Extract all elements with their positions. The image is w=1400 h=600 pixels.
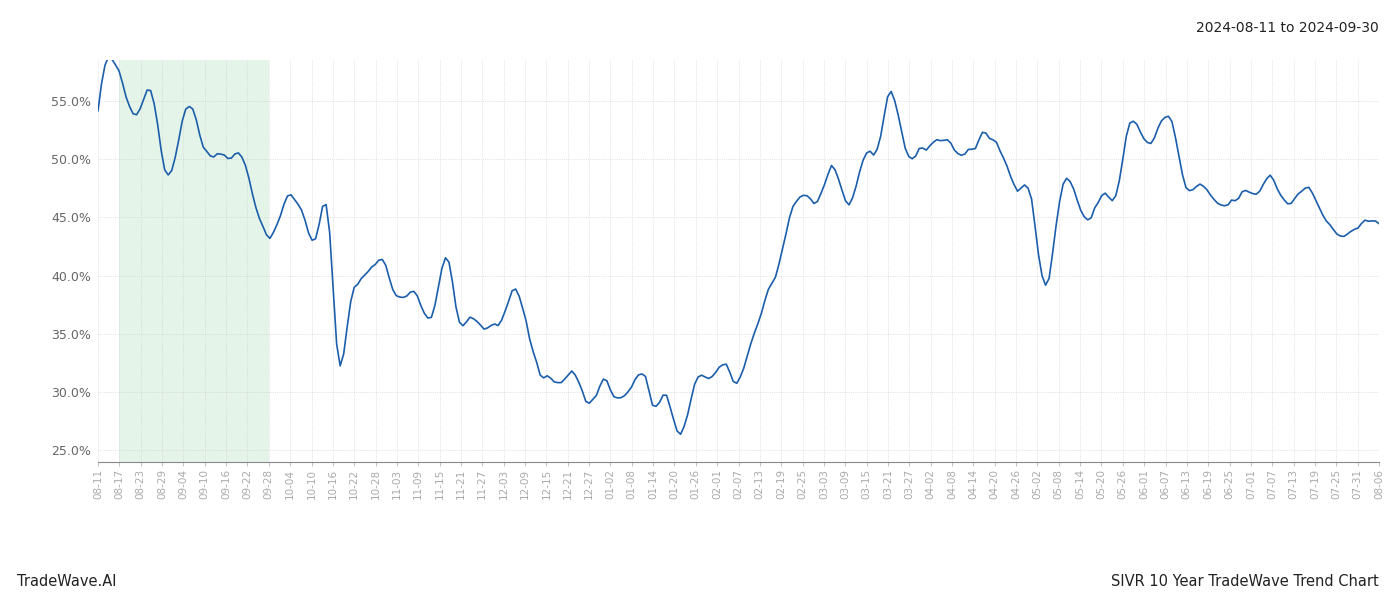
Text: SIVR 10 Year TradeWave Trend Chart: SIVR 10 Year TradeWave Trend Chart <box>1112 574 1379 589</box>
Text: TradeWave.AI: TradeWave.AI <box>17 574 116 589</box>
Bar <box>119 60 269 462</box>
Text: 2024-08-11 to 2024-09-30: 2024-08-11 to 2024-09-30 <box>1196 21 1379 35</box>
